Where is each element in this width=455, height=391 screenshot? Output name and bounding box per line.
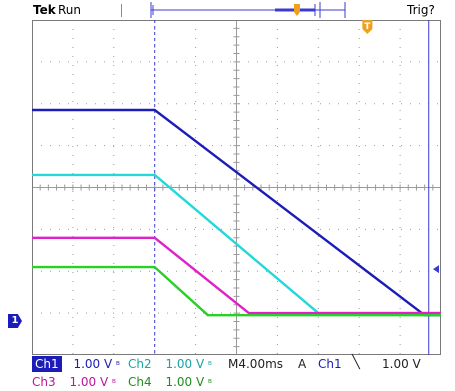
- graticule-border: [32, 20, 441, 355]
- trace-ch4: [32, 265, 441, 317]
- ch1-tag: Ch1: [32, 356, 62, 372]
- ch3-scale: 1.00 V: [69, 375, 109, 389]
- ch4-scale: 1.00 V: [165, 375, 205, 389]
- ch1-scale: 1.00 V: [73, 357, 113, 371]
- screen-markers: T: [362, 20, 439, 274]
- record-trigger-icon: [294, 4, 300, 16]
- bandwidth-limit-icon: ᴮ: [116, 361, 120, 371]
- trigger-marker-label: T: [364, 22, 371, 32]
- ch2-tag: Ch2: [128, 357, 152, 371]
- trigger-status: Trig?: [407, 3, 435, 17]
- ch1-ground-marker[interactable]: 1: [8, 314, 22, 328]
- ch4-readout[interactable]: Ch4 1.00 V ᴮ: [128, 376, 212, 391]
- graticule: [32, 20, 441, 355]
- bandwidth-limit-icon: ᴮ: [208, 361, 212, 371]
- status-divider: [121, 4, 122, 17]
- timebase-readout[interactable]: M4.00ms: [228, 357, 284, 371]
- bandwidth-limit-icon: ᴮ: [208, 379, 212, 389]
- trigger-source[interactable]: Ch1: [318, 357, 342, 371]
- ch1-readout[interactable]: Ch1 1.00 V ᴮ: [32, 356, 120, 373]
- waveform-display[interactable]: T: [32, 20, 441, 355]
- top-status-bar: Tek Run Trig?: [0, 0, 455, 20]
- trigger-level-arrow-icon: [433, 265, 439, 274]
- ch3-readout[interactable]: Ch3 1.00 V ᴮ: [32, 376, 116, 391]
- record-position-bar[interactable]: [150, 0, 365, 20]
- ch4-tag: Ch4: [128, 375, 152, 389]
- ch2-scale: 1.00 V: [165, 357, 205, 371]
- trigger-mode: A: [298, 357, 307, 371]
- waveform-traces: [32, 108, 441, 317]
- ch3-tag: Ch3: [32, 375, 56, 389]
- acquisition-status: Run: [58, 3, 82, 17]
- trigger-marker-icon: [362, 20, 373, 34]
- bandwidth-limit-icon: ᴮ: [112, 379, 116, 389]
- readout-panel: Ch1 1.00 V ᴮ Ch2 1.00 V ᴮ M4.00ms A Ch1 …: [0, 356, 455, 391]
- falling-edge-icon: ╲: [352, 355, 360, 370]
- brand-label: Tek: [33, 3, 56, 17]
- trace-ch3: [32, 236, 441, 315]
- ch2-readout[interactable]: Ch2 1.00 V ᴮ: [128, 358, 212, 373]
- trigger-level[interactable]: 1.00 V: [382, 357, 421, 371]
